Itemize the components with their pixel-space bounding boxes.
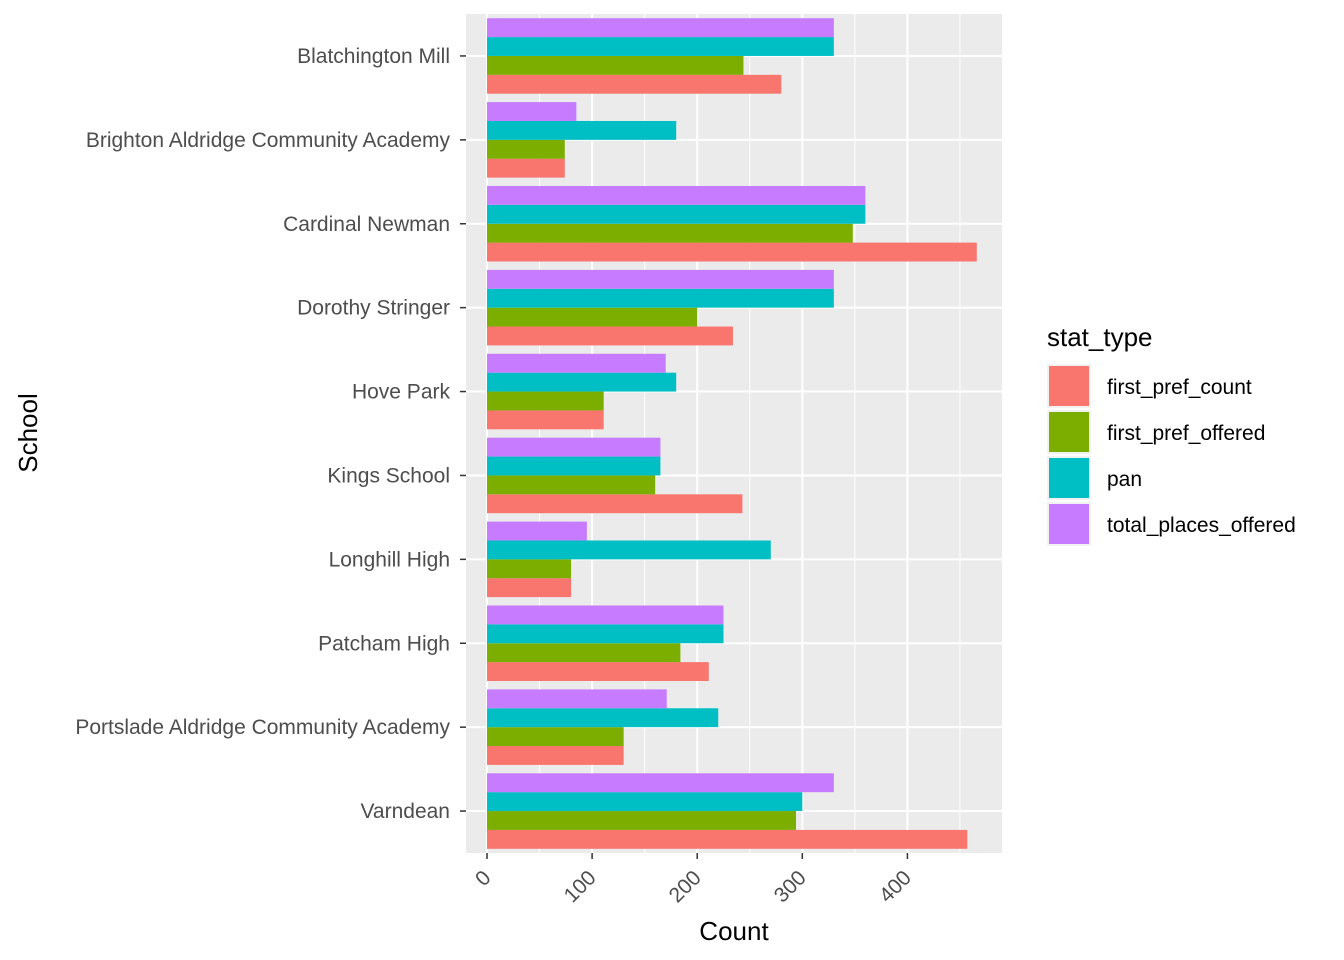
bar-pan	[487, 456, 661, 476]
y-tick-label: Patcham High	[318, 632, 450, 655]
y-tick-label: Dorothy Stringer	[297, 297, 450, 320]
y-tick-label: Hove Park	[352, 381, 451, 404]
bar-first_pref_count	[487, 746, 624, 765]
bar-first_pref_count	[487, 410, 604, 430]
bar-first_pref_offered	[487, 391, 604, 411]
bar-first_pref_count	[487, 662, 709, 682]
bar-pan	[487, 204, 866, 224]
legend: stat_type first_pref_count first_pref_off…	[1047, 322, 1296, 546]
bar-first_pref_offered	[487, 475, 656, 495]
bar-first_pref_count	[487, 158, 565, 178]
bar-first_pref_offered	[487, 727, 624, 747]
legend-title: stat_type	[1047, 322, 1153, 352]
bar-pan	[487, 372, 677, 392]
x-tick-label: 0	[471, 866, 496, 891]
y-tick-label: Longhill High	[329, 548, 450, 571]
x-tick-label: 100	[560, 866, 601, 907]
y-axis: Blatchington Mill Brighton Aldridge Commu…	[75, 45, 466, 823]
legend-swatch-total_places_offered	[1049, 504, 1089, 544]
bar-pan	[487, 624, 724, 644]
y-tick-label: Varndean	[360, 800, 450, 823]
x-axis: 0 100 200 300 400	[471, 853, 916, 907]
bar-total_places_offered	[487, 269, 834, 289]
bar-first_pref_count	[487, 494, 743, 514]
bar-first_pref_offered	[487, 307, 698, 327]
bar-first_pref_offered	[487, 559, 572, 579]
y-axis-title: School	[13, 393, 43, 473]
legend-label-pan: pan	[1107, 468, 1142, 491]
x-axis-title: Count	[699, 916, 769, 946]
legend-swatch-first_pref_count	[1049, 366, 1089, 406]
bar-total_places_offered	[487, 605, 724, 625]
bar-total_places_offered	[487, 521, 587, 541]
bar-total_places_offered	[487, 437, 661, 457]
y-tick-label: Cardinal Newman	[283, 213, 450, 236]
x-tick-label: 300	[770, 866, 811, 907]
bar-total_places_offered	[487, 185, 866, 205]
y-tick-label: Kings School	[327, 464, 450, 487]
bar-total_places_offered	[487, 689, 667, 709]
bar-total_places_offered	[487, 18, 834, 38]
bar-first_pref_count	[487, 829, 968, 849]
bar-pan	[487, 120, 677, 140]
bar-pan	[487, 37, 834, 56]
bar-first_pref_offered	[487, 643, 681, 663]
legend-swatch-first_pref_offered	[1049, 412, 1089, 452]
x-tick-label: 400	[875, 866, 916, 907]
legend-label-total_places_offered: total_places_offered	[1107, 514, 1296, 537]
legend-swatch-pan	[1049, 458, 1089, 498]
y-tick-label: Brighton Aldridge Community Academy	[86, 129, 451, 152]
bar-pan	[487, 540, 771, 560]
bar-pan	[487, 708, 719, 728]
bar-total_places_offered	[487, 353, 666, 373]
bar-first_pref_count	[487, 74, 782, 94]
bar-first_pref_offered	[487, 223, 853, 243]
legend-label-first_pref_count: first_pref_count	[1107, 376, 1252, 399]
bar-first_pref_offered	[487, 139, 565, 159]
bar-first_pref_count	[487, 242, 977, 262]
bar-total_places_offered	[487, 102, 577, 121]
bar-first_pref_offered	[487, 55, 744, 75]
bar-pan	[487, 792, 803, 812]
legend-label-first_pref_offered: first_pref_offered	[1107, 422, 1265, 445]
bar-first_pref_count	[487, 578, 572, 598]
bar-first_pref_offered	[487, 811, 797, 830]
y-tick-label: Blatchington Mill	[297, 45, 450, 68]
x-tick-label: 200	[665, 866, 706, 907]
bar-total_places_offered	[487, 773, 834, 793]
bars	[487, 18, 977, 849]
bar-pan	[487, 288, 834, 308]
bar-first_pref_count	[487, 326, 733, 346]
y-tick-label: Portslade Aldridge Community Academy	[75, 716, 450, 739]
